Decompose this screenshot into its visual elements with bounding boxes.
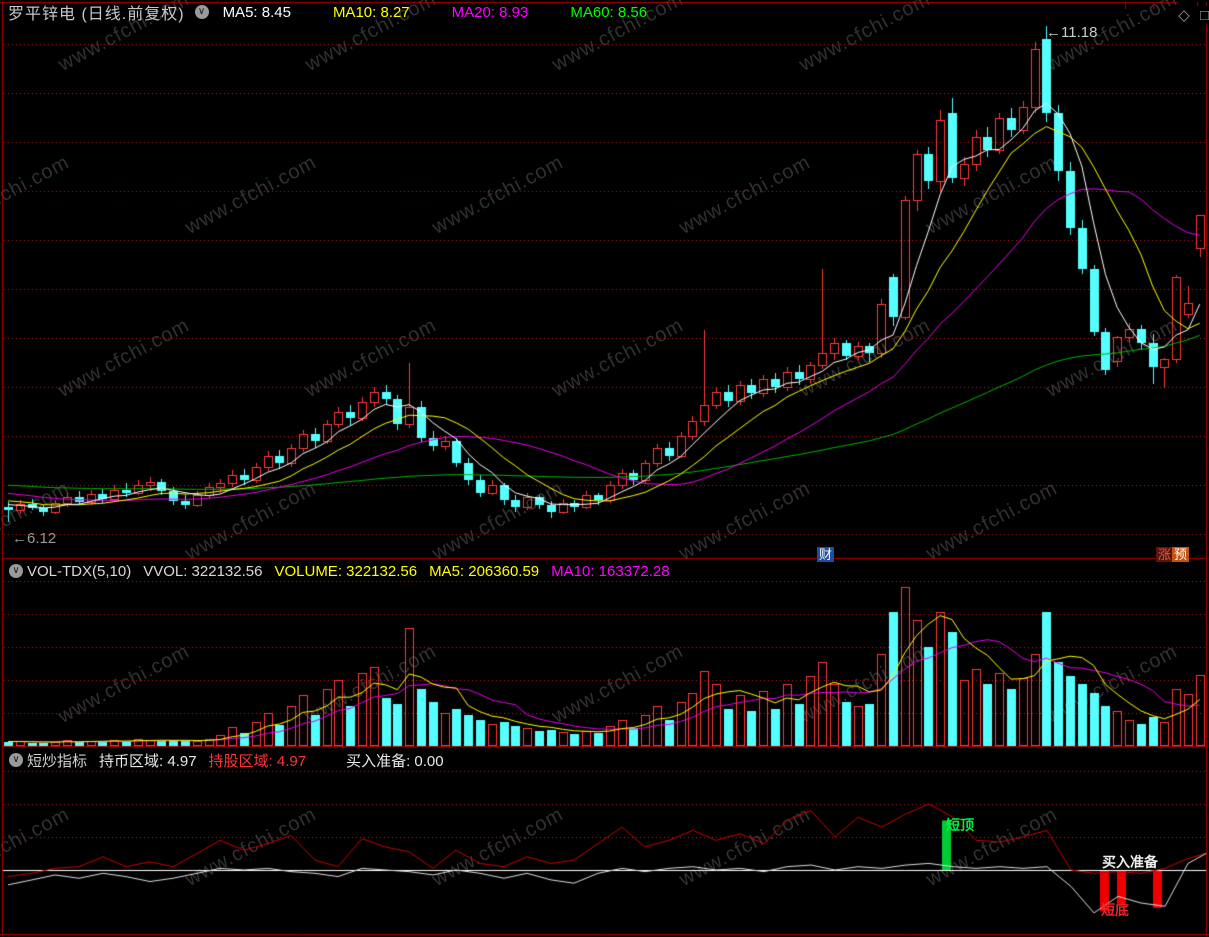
stock-title[interactable]: 罗平锌电 (日线.前复权) xyxy=(8,6,185,23)
buy-ready-label: 买入准备 xyxy=(1102,854,1158,870)
ma20-label: MA20: 8.93 xyxy=(451,3,529,21)
short-bottom-label: 短底 xyxy=(1101,902,1129,918)
corner-icons: ◇ □ xyxy=(1168,6,1209,24)
vvol-value: VVOL: 322132.56 xyxy=(143,562,263,580)
vol-indicator-name[interactable]: VOL-TDX(5,10) xyxy=(27,562,132,580)
chevron-down-icon[interactable]: ∨ xyxy=(9,753,23,767)
volume-header: ∨ VOL-TDX(5,10) VVOL: 322132.56 VOLUME: … xyxy=(5,561,682,581)
low-price-label: ←6.12 xyxy=(12,530,57,547)
ma10-label: MA10: 8.27 xyxy=(332,3,410,21)
cai-badge[interactable]: 财 xyxy=(817,547,835,562)
ind-field-holding-stock: 持股区域: 4.97 xyxy=(208,752,307,770)
peak-price-label: ←11.18 xyxy=(1046,24,1098,41)
yu-badge[interactable]: 预 xyxy=(1172,547,1190,562)
square-icon[interactable]: □ xyxy=(1199,7,1209,24)
ma60-label: MA60: 8.56 xyxy=(570,3,648,21)
indicator-header: ∨ 短炒指标 持币区域: 4.97 持股区域: 4.97 买入准备: 0.00 xyxy=(5,750,456,770)
ma5-label: MA5: 8.45 xyxy=(222,3,291,21)
vol-ma10-value: MA10: 163372.28 xyxy=(551,562,670,580)
short-top-label: 短顶 xyxy=(946,817,974,833)
chevron-down-icon[interactable]: ∨ xyxy=(194,5,209,19)
ind-field-holding-cash: 持币区域: 4.97 xyxy=(99,752,197,770)
ind-indicator-name[interactable]: 短炒指标 xyxy=(27,752,88,770)
volume-value: VOLUME: 322132.56 xyxy=(274,562,418,580)
chevron-down-icon[interactable]: ∨ xyxy=(9,564,23,578)
ind-field-buy-ready: 买入准备: 0.00 xyxy=(346,752,444,770)
diamond-icon[interactable]: ◇ xyxy=(1178,7,1190,24)
vol-ma5-value: MA5: 206360.59 xyxy=(429,562,540,580)
title-bar: 罗平锌电 (日线.前复权) ∨ MA5: 8.45 MA10: 8.27 MA2… xyxy=(8,3,689,24)
zhang-badge[interactable]: 涨 xyxy=(1156,547,1174,562)
